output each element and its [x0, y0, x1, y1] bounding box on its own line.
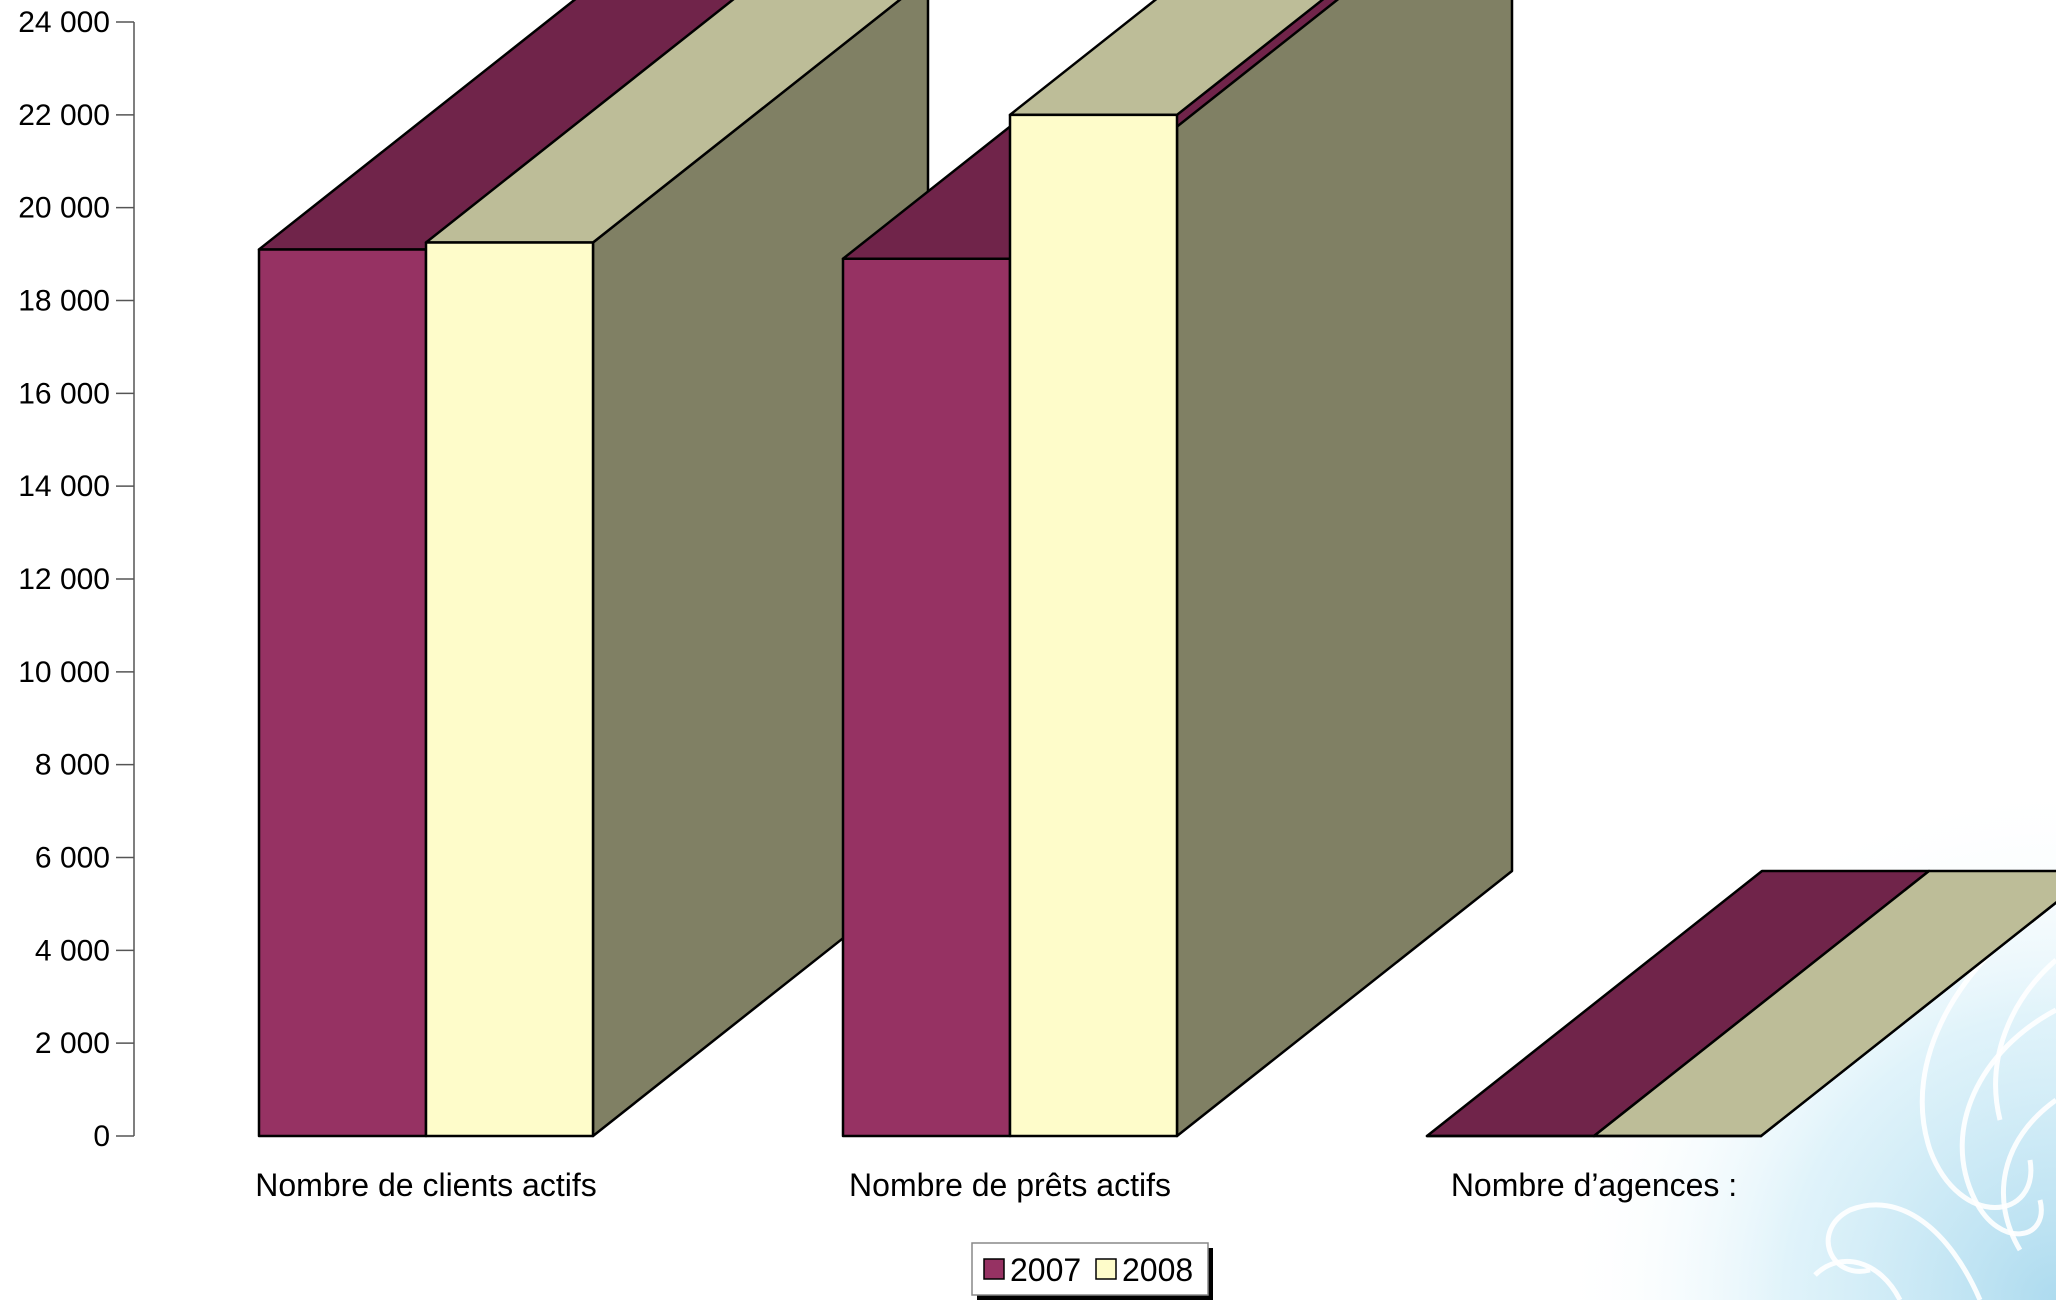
bar-2008 — [424, 241, 595, 1138]
legend-swatch-2008 — [1095, 1258, 1117, 1280]
swirl-stroke — [1813, 1258, 1903, 1300]
y-tick-label: 24 000 — [18, 6, 110, 39]
swirl-stroke — [1993, 958, 2056, 1121]
bar-group — [257, 0, 930, 1138]
y-tick-label: 0 — [93, 1120, 110, 1153]
y-axis: 0 2 000 4 000 6 000 8 000 10 000 12 000 14 000 1… — [18, 6, 135, 1153]
bars — [257, 0, 2056, 1138]
category-label: Nombre de clients actifs — [255, 1167, 596, 1203]
y-tick-label: 10 000 — [18, 656, 110, 689]
legend-box — [971, 1242, 1209, 1296]
bar-group — [841, 0, 1514, 1138]
legend-swatch-2007 — [983, 1258, 1005, 1280]
bar-2007 — [257, 248, 428, 1138]
legend: 2007 2008 — [971, 1242, 1213, 1300]
bar-2008 — [1008, 113, 1179, 1138]
y-tick-label: 20 000 — [18, 192, 110, 225]
y-tick-label: 22 000 — [18, 99, 110, 132]
bar-2007 — [841, 257, 1012, 1138]
bar-side-face — [1175, 0, 1514, 1138]
swirl-stroke — [2000, 1097, 2056, 1252]
legend-label-2008: 2008 — [1122, 1252, 1193, 1288]
category-label: Nombre d’agences : — [1451, 1167, 1737, 1203]
y-tick-label: 18 000 — [18, 285, 110, 318]
y-tick-label: 8 000 — [35, 749, 110, 782]
bar-group — [1425, 869, 2056, 1138]
y-tick-label: 2 000 — [35, 1027, 110, 1060]
y-tick-label: 6 000 — [35, 842, 110, 875]
y-tick-label: 16 000 — [18, 377, 110, 410]
y-tick-label: 14 000 — [18, 470, 110, 503]
legend-label-2007: 2007 — [1010, 1252, 1081, 1288]
y-tick-label: 12 000 — [18, 563, 110, 596]
category-labels: Nombre de clients actifs Nombre de prêts … — [255, 1167, 1737, 1203]
category-label: Nombre de prêts actifs — [849, 1167, 1171, 1203]
y-tick-label: 4 000 — [35, 934, 110, 967]
